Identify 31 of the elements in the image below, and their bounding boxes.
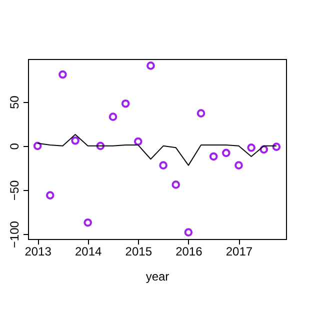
point bbox=[146, 62, 155, 70]
y-tick-label: 50 bbox=[8, 95, 22, 110]
point bbox=[159, 161, 168, 170]
y-tick-label: −50 bbox=[8, 180, 22, 201]
x-axis-title: year bbox=[146, 270, 170, 284]
y-tick-label: 0 bbox=[8, 142, 22, 150]
point bbox=[209, 152, 218, 161]
x-tick-label: 2015 bbox=[125, 244, 152, 258]
y-tick-label: −100 bbox=[8, 220, 22, 248]
point bbox=[222, 148, 230, 158]
point bbox=[247, 144, 256, 152]
point bbox=[196, 109, 206, 118]
point bbox=[96, 142, 105, 150]
point bbox=[234, 161, 243, 170]
point bbox=[272, 142, 281, 151]
point bbox=[184, 228, 193, 236]
x-tick-label: 2013 bbox=[24, 244, 52, 258]
point bbox=[134, 137, 142, 146]
x-tick-label: 2016 bbox=[176, 244, 203, 258]
point bbox=[108, 112, 118, 121]
line-series bbox=[37, 134, 277, 166]
point bbox=[46, 191, 54, 200]
point bbox=[33, 142, 42, 150]
point bbox=[84, 218, 92, 227]
point bbox=[71, 136, 80, 145]
point bbox=[121, 99, 130, 108]
x-tick-label: 2014 bbox=[74, 244, 102, 258]
x-tick-label: 2017 bbox=[226, 244, 253, 258]
point bbox=[172, 180, 180, 189]
point bbox=[260, 145, 268, 154]
point bbox=[58, 70, 67, 79]
